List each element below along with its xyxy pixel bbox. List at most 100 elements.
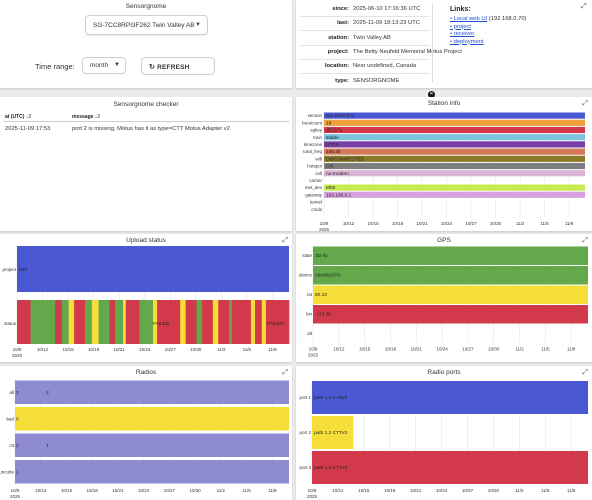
x-tick-label: 10/27 bbox=[165, 347, 177, 352]
bar-value-label: 192.168.0.1 bbox=[326, 192, 352, 198]
x-tick-label: 10/24 bbox=[436, 488, 448, 493]
timeline-bar bbox=[324, 184, 585, 191]
info-key: type: bbox=[335, 77, 349, 84]
gps-chart: 10/9 10/12 10/15 10/18 10/21 10/24 10/27 10/30 1… bbox=[299, 246, 588, 358]
link-text[interactable]: • deployment bbox=[450, 38, 484, 45]
status-segment bbox=[229, 300, 233, 344]
x-tick-label: 10/15 bbox=[367, 221, 379, 226]
bar-value-label: ON bbox=[326, 164, 334, 170]
bar-value-label: 3 bbox=[16, 390, 19, 396]
col-header-message[interactable]: message ↓2 bbox=[72, 114, 101, 120]
timeline-bar bbox=[324, 191, 585, 198]
panel-title: Radios bbox=[135, 369, 157, 376]
x-tick-label: 11/5 bbox=[243, 347, 252, 352]
timeline-bar bbox=[312, 381, 588, 414]
expand-icon[interactable]: ⤢ bbox=[582, 237, 588, 244]
info-value: Twin Valley AB bbox=[353, 34, 391, 41]
checker-panel: Sensorgnome checker at (UTC) ↓2 message … bbox=[0, 97, 292, 231]
x-tick-label: 11/2 bbox=[516, 221, 525, 226]
timeline-bar bbox=[324, 119, 585, 126]
dropdown-arrow-icon: ▼ bbox=[114, 62, 120, 68]
bar-value-label: UTC0 bbox=[326, 142, 339, 148]
info-row-divider bbox=[300, 44, 430, 46]
expand-icon[interactable]: ⤢ bbox=[282, 369, 288, 376]
expand-icon[interactable]: ⤢ bbox=[581, 3, 587, 10]
x-tick-label: 11/5 bbox=[540, 221, 549, 226]
x-tick-label: 10/21 bbox=[416, 221, 428, 226]
time-range-value: month bbox=[90, 62, 109, 69]
link-item[interactable]: • project bbox=[450, 24, 471, 30]
status-segment bbox=[91, 300, 99, 344]
x-tick-label: 10/21 bbox=[112, 488, 124, 493]
header-divider bbox=[3, 121, 289, 122]
x-tick-label: 11/5 bbox=[242, 488, 251, 493]
radio-ports-chart: 10/9 10/12 10/15 10/18 10/21 10/24 10/27 10/30 1… bbox=[299, 380, 588, 499]
row-label: lon bbox=[306, 312, 313, 317]
x-tick-label: 10/18 bbox=[384, 488, 396, 493]
status-segment bbox=[61, 300, 69, 344]
bar-value-label: path 1.2 CTTv3 bbox=[314, 430, 347, 436]
timeline-bar bbox=[324, 162, 585, 170]
time-range-select[interactable]: month ▼ bbox=[82, 57, 126, 74]
expand-icon[interactable]: ⤢ bbox=[582, 369, 588, 376]
status-segment bbox=[114, 300, 124, 344]
sort-icon: ↓2 bbox=[25, 114, 32, 120]
links-title: Links: bbox=[450, 6, 471, 13]
status-segment bbox=[180, 300, 186, 344]
info-row-divider bbox=[300, 73, 430, 75]
status-segment bbox=[212, 300, 219, 344]
link-text[interactable]: • Local web UI bbox=[450, 16, 488, 22]
bar-value-label: eth0 bbox=[326, 185, 336, 191]
col-header-at[interactable]: at (UTC) ↓2 bbox=[5, 114, 32, 120]
row-label: ctt bbox=[9, 443, 15, 448]
link-extra: (192.168.0.70) bbox=[487, 16, 527, 22]
status-segment bbox=[30, 300, 56, 344]
x-year-label: 2025 bbox=[10, 494, 21, 499]
link-item[interactable]: • receiver bbox=[450, 31, 474, 37]
timeline-bar bbox=[15, 407, 289, 431]
link-item[interactable]: • deployment bbox=[450, 39, 484, 45]
x-tick-label: 11/2 bbox=[515, 488, 524, 493]
expand-icon[interactable]: ⤢ bbox=[582, 100, 588, 107]
row-label: state bbox=[302, 253, 312, 258]
link-text[interactable]: • project bbox=[450, 23, 472, 30]
table-row-at: 2025-11-09 17:53 bbox=[5, 126, 51, 132]
bar-value-label: path 1.1.2 rtlsdr bbox=[314, 395, 348, 401]
x-tick-label: 10/30 bbox=[190, 347, 202, 352]
radio-ports-panel: Radio ports ⤢ 10/9 10/12 10/15 10/18 10/21 10… bbox=[296, 366, 592, 500]
x-tick-label: 11/8 bbox=[268, 488, 277, 493]
x-tick-label: 10/15 bbox=[358, 488, 370, 493]
bar-value-label: no-modem bbox=[326, 171, 349, 177]
upload-status-chart: 10/9 10/12 10/15 10/18 10/21 10/24 10/27 10/30 1… bbox=[2, 246, 290, 358]
x-tick-label: 10/21 bbox=[410, 488, 422, 493]
station-select[interactable]: SG-7CC8RPI3F262 Twin Valley AB ▼ bbox=[85, 15, 208, 35]
row-label: project bbox=[2, 267, 16, 272]
bar-value-label: 2 bbox=[46, 390, 49, 396]
x-tick-label: 11/2 bbox=[217, 347, 226, 352]
refresh-button[interactable]: ↻ REFRESH bbox=[141, 57, 215, 75]
x-tick-label: 10/21 bbox=[114, 347, 126, 352]
status-label: FAILED bbox=[153, 321, 170, 327]
timeline-bar bbox=[324, 134, 585, 141]
info-key: project: bbox=[327, 48, 349, 55]
timeline-bar bbox=[324, 126, 585, 134]
timeline-bar bbox=[324, 170, 585, 177]
x-tick-label: 10/24 bbox=[138, 488, 150, 493]
link-text[interactable]: • receiver bbox=[450, 31, 475, 37]
x-tick-label: 10/15 bbox=[61, 488, 73, 493]
link-item[interactable]: • Local web UI (192.168.0.70) bbox=[450, 16, 526, 22]
bar-value-label: SG 2024-271 bbox=[326, 113, 355, 119]
row-label: port 1 bbox=[299, 395, 311, 400]
x-tick-label: 11/5 bbox=[541, 347, 550, 352]
status-segment bbox=[68, 300, 75, 344]
info-row-divider bbox=[300, 58, 430, 60]
x-tick-label: 10/30 bbox=[189, 488, 201, 493]
row-label: hotspot bbox=[307, 164, 323, 169]
bar-value-label: 2 bbox=[16, 443, 19, 449]
close-icon[interactable]: ✕ bbox=[428, 91, 435, 98]
x-tick-label: 10/21 bbox=[411, 347, 423, 352]
x-tick-label: 10/30 bbox=[490, 221, 502, 226]
x-tick-label: 10/9 bbox=[309, 347, 318, 352]
expand-icon[interactable]: ⤢ bbox=[282, 237, 288, 244]
x-tick-label: 11/8 bbox=[567, 488, 576, 493]
